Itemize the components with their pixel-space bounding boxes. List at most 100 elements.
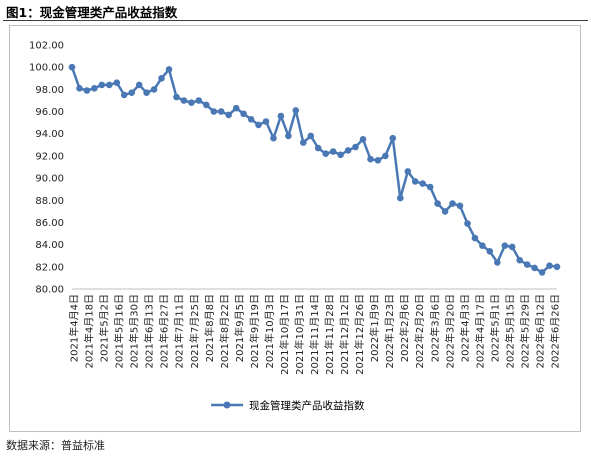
data-point [344, 147, 352, 154]
x-tick-label: 2021年11月28日 [323, 294, 336, 375]
data-point [546, 262, 553, 270]
chart-frame [9, 25, 581, 432]
data-point [173, 93, 180, 101]
x-tick-label: 2022年2月20日 [413, 294, 426, 369]
y-tick-label: 100.00 [29, 63, 64, 74]
data-point [508, 243, 516, 251]
data-point [531, 264, 538, 272]
data-point [553, 263, 561, 271]
data-point [225, 111, 232, 119]
x-tick-label: 2021年5月2日 [98, 294, 111, 362]
data-point [516, 256, 523, 264]
data-point [106, 81, 113, 89]
x-tick-label: 2022年3月20日 [443, 294, 456, 369]
x-tick-label: 2021年5月16日 [113, 294, 126, 369]
data-point [292, 107, 300, 114]
data-point [352, 143, 359, 151]
data-point [329, 148, 337, 155]
x-tick-label: 2022年2月6日 [398, 294, 411, 362]
data-point [203, 101, 210, 109]
x-tick-label: 2021年10月17日 [278, 294, 291, 375]
x-tick-label: 2022年5月1日 [488, 294, 501, 362]
x-tick-label: 2021年12月26日 [353, 294, 366, 375]
data-point [232, 104, 240, 112]
data-point [210, 108, 218, 115]
x-tick-label: 2021年7月25日 [188, 294, 201, 369]
data-point [113, 79, 121, 86]
data-point [262, 118, 270, 125]
x-tick-label: 2022年1月23日 [383, 294, 396, 369]
data-point [285, 132, 292, 140]
series-line [70, 66, 558, 274]
x-tick-label: 2021年12月12日 [338, 294, 351, 375]
chart-title: 图1：现金管理类产品收益指数 [6, 5, 178, 20]
x-tick-label: 2022年1月9日 [368, 294, 381, 362]
data-point [389, 134, 397, 142]
x-tick-label: 2021年8月22日 [218, 294, 231, 369]
series-points [68, 63, 561, 276]
y-axis: 80.00 82.00 84.00 86.00 88.00 90.00 92.00 94.00… [29, 41, 64, 296]
data-point [322, 150, 330, 157]
y-tick-label: 96.00 [35, 107, 64, 118]
y-tick-label: 94.00 [35, 129, 64, 140]
data-point [538, 269, 546, 276]
legend-swatch [211, 401, 243, 409]
data-point [240, 110, 247, 118]
data-point [523, 261, 531, 268]
x-tick-label: 2022年6月12日 [533, 294, 546, 369]
data-point [441, 208, 449, 215]
data-point [76, 85, 83, 92]
x-tick-label: 2021年9月19日 [248, 294, 261, 369]
data-point [307, 132, 315, 140]
legend-label: 现金管理类产品收益指数 [249, 399, 365, 412]
y-tick-label: 88.00 [35, 196, 64, 207]
data-point [434, 200, 441, 207]
data-point [359, 136, 367, 143]
data-point [120, 91, 128, 99]
y-tick-label: 84.00 [35, 240, 64, 251]
data-point [300, 139, 307, 146]
data-point [337, 151, 344, 159]
x-tick-label: 2021年9月5日 [233, 294, 246, 362]
data-point [180, 97, 188, 104]
data-point [456, 202, 464, 210]
x-tick-label: 2022年5月15日 [503, 294, 516, 369]
x-tick-label: 2022年3月6日 [428, 294, 441, 362]
legend: 现金管理类产品收益指数 [210, 397, 365, 413]
y-tick-label: 98.00 [35, 85, 64, 96]
x-tick-label: 2021年5月30日 [128, 294, 141, 369]
data-point [68, 63, 76, 71]
x-tick-label: 2021年4月18日 [83, 294, 96, 369]
data-point [479, 242, 486, 249]
data-point [464, 220, 471, 227]
data-point [195, 97, 203, 104]
x-tick-label: 2021年4月4日 [68, 294, 81, 362]
x-tick-label: 2021年6月27日 [158, 294, 171, 369]
x-tick-label: 2021年10月3日 [263, 294, 276, 369]
y-tick-label: 90.00 [35, 174, 64, 185]
y-tick-label: 82.00 [35, 262, 64, 273]
data-source: 数据来源：普益标准 [6, 439, 105, 452]
data-point [501, 242, 509, 249]
data-point [255, 121, 262, 129]
x-tick-label: 2021年10月31日 [293, 294, 306, 375]
x-axis: 2021年4月4日 2021年4月18日 2021年5月2日 2021年5月16日 20… [68, 294, 562, 375]
data-point [83, 87, 91, 94]
x-tick-label: 2021年8月8日 [203, 294, 216, 362]
data-point [419, 180, 427, 187]
x-tick-label: 2021年6月13日 [143, 294, 156, 369]
data-point [158, 75, 165, 82]
x-tick-label: 2022年4月3日 [458, 294, 471, 362]
data-point [270, 134, 277, 142]
x-tick-label: 2022年6月26日 [549, 294, 562, 369]
x-tick-label: 2022年4月17日 [473, 294, 486, 369]
data-point [165, 66, 173, 73]
y-tick-label: 102.00 [29, 41, 64, 52]
y-tick-label: 92.00 [35, 151, 64, 162]
data-point [486, 248, 494, 255]
x-tick-label: 2021年11月14日 [308, 294, 321, 375]
data-point [188, 99, 195, 106]
data-point [494, 259, 501, 266]
data-point [314, 144, 322, 152]
